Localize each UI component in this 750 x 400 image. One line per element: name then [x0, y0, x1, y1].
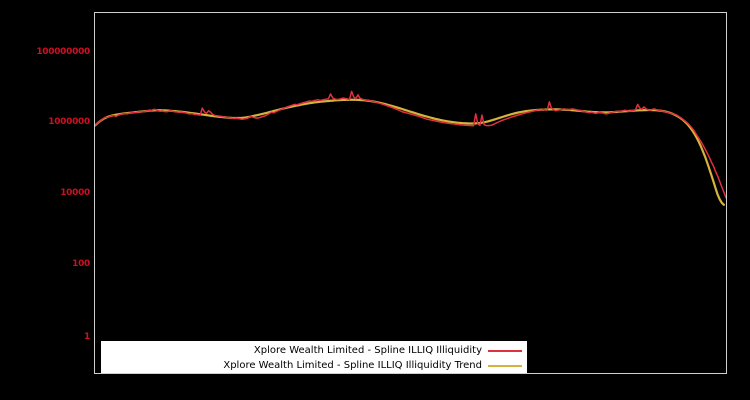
legend-label-trend: Xplore Wealth Limited - Spline ILLIQ Ill… — [223, 360, 482, 371]
legend-label-illiquidity: Xplore Wealth Limited - Spline ILLIQ Ill… — [253, 345, 482, 356]
series-line-trend — [95, 98, 726, 206]
plot-canvas — [95, 90, 726, 206]
y-tick-label-4: 1 — [84, 332, 90, 342]
plot-area-frame — [94, 12, 727, 374]
line-swatch-trend — [488, 364, 522, 367]
y-tick-label-1: 1000000 — [48, 117, 90, 127]
legend-entry-trend: Xplore Wealth Limited - Spline ILLIQ Ill… — [102, 358, 526, 373]
y-axis-tick-labels: 100000000 1000000 10000 100 1 — [0, 0, 90, 400]
line-swatch-illiquidity — [488, 349, 522, 352]
y-tick-label-3: 100 — [72, 259, 90, 269]
series-line-illiquidity — [95, 90, 726, 199]
chart-legend: Xplore Wealth Limited - Spline ILLIQ Ill… — [101, 341, 527, 373]
legend-entry-illiquidity: Xplore Wealth Limited - Spline ILLIQ Ill… — [102, 343, 526, 358]
y-tick-label-0: 100000000 — [36, 47, 90, 57]
y-tick-label-2: 10000 — [60, 188, 90, 198]
